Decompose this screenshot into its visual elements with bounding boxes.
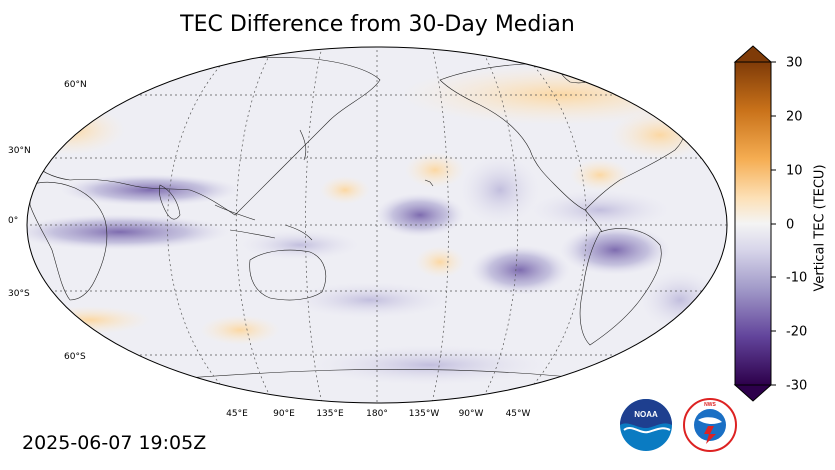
tec-field (27, 47, 727, 403)
colorbar-tick-minus30: -30 (786, 378, 808, 394)
svg-text:NWS: NWS (704, 402, 716, 408)
colorbar-tick-minus20: -20 (786, 324, 808, 340)
lat-label-30n: 30°N (8, 146, 31, 156)
timestamp: 2025-06-07 19:05Z (22, 432, 207, 454)
svg-text:NOAA: NOAA (634, 410, 658, 419)
colorbar-tick-20: 20 (786, 109, 803, 125)
colorbar-tick-0: 0 (786, 217, 795, 233)
lat-label-60n: 60°N (64, 80, 87, 90)
lon-label-90e: 90°E (273, 409, 295, 419)
colorbar (733, 45, 776, 402)
lon-label-45w: 45°W (505, 409, 531, 419)
noaa-logo: NOAA (620, 399, 672, 451)
lat-label-0: 0° (8, 216, 19, 226)
agency-logos: NOAA NWS (620, 398, 737, 452)
colorbar-max-extend (733, 45, 773, 63)
colorbar-label: Vertical TEC (TECU) (812, 164, 828, 292)
tec-map (26, 46, 728, 404)
lat-label-30s: 30°S (8, 289, 30, 299)
colorbar-tick-10: 10 (786, 163, 803, 179)
lon-label-135e: 135°E (316, 409, 344, 419)
lat-label-60s: 60°S (64, 352, 86, 362)
colorbar-tick-minus10: -10 (786, 270, 808, 286)
lon-label-45e: 45°E (226, 409, 248, 419)
globe-outline (26, 46, 728, 404)
graticule (27, 47, 727, 403)
colorbar-tick-30: 30 (786, 55, 803, 71)
colorbar-min-extend (733, 384, 773, 402)
map-title: TEC Difference from 30-Day Median (180, 12, 575, 37)
lon-label-180: 180° (366, 409, 388, 419)
colorbar-gradient (734, 61, 772, 386)
lon-label-90w: 90°W (458, 409, 484, 419)
lon-label-135w: 135°W (408, 409, 440, 419)
colorbar-ticks (771, 61, 776, 386)
nws-logo: NWS (683, 398, 737, 452)
